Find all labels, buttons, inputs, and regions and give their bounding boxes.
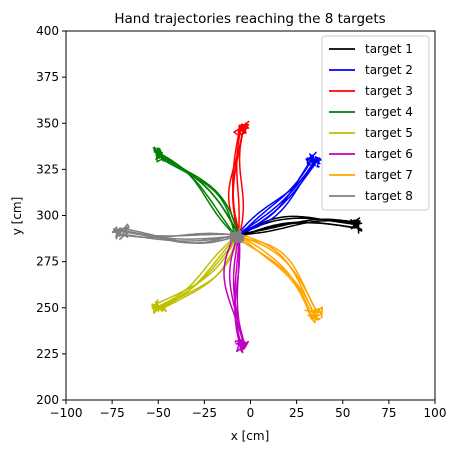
trajectory-line [235, 155, 321, 237]
trajectory-line [154, 149, 238, 238]
trajectory-line [111, 226, 237, 244]
trajectory-line [238, 215, 363, 238]
x-tick-label: 0 [247, 406, 255, 420]
center-scribble [230, 230, 245, 243]
legend-entry: target 5 [365, 126, 413, 140]
trajectory-line [118, 226, 240, 240]
legend-entry: target 4 [365, 105, 413, 119]
x-axis: −100 −75 −50 −25 0 25 50 75 100 [50, 400, 447, 420]
x-tick-label: −100 [50, 406, 83, 420]
legend-entry: target 2 [365, 63, 413, 77]
legend: target 1 target 2 target 3 target 4 target 5… [321, 35, 430, 211]
y-axis: 200 225 250 275 300 325 350 375 400 [36, 24, 66, 407]
trajectory-line [237, 221, 363, 239]
x-tick-label: −50 [146, 406, 171, 420]
y-tick-label: 325 [36, 162, 59, 176]
y-tick-label: 250 [36, 301, 59, 315]
trajectory-line [236, 157, 317, 239]
center-cluster [229, 227, 245, 244]
chart-title: Hand trajectories reaching the 8 targets [114, 11, 385, 27]
x-tick-label: −25 [192, 406, 217, 420]
trajectory-line [234, 159, 322, 238]
y-tick-label: 400 [36, 24, 59, 38]
trajectory-line [118, 223, 240, 244]
trajectory-line [234, 237, 244, 346]
x-tick-label: 100 [424, 406, 447, 420]
x-tick-label: 25 [289, 406, 304, 420]
y-tick-label: 200 [36, 393, 59, 407]
series-5-trajectories [151, 232, 241, 315]
y-tick-label: 225 [36, 347, 59, 361]
series-3-trajectories [227, 120, 250, 238]
series-6-trajectories [223, 233, 250, 354]
trajectory-line [153, 236, 236, 312]
legend-entry: target 6 [365, 147, 413, 161]
y-tick-label: 300 [36, 209, 59, 223]
series-4-trajectories [152, 146, 240, 239]
trajectory-line [239, 217, 361, 235]
x-tick-label: −75 [99, 406, 124, 420]
series-7-trajectories [235, 232, 324, 324]
legend-entry: target 8 [365, 189, 413, 203]
y-tick-label: 275 [36, 255, 59, 269]
y-tick-label: 350 [36, 116, 59, 130]
legend-entry: target 3 [365, 84, 413, 98]
legend-box [321, 35, 430, 211]
y-tick-label: 375 [36, 70, 59, 84]
trajectory-line [236, 233, 316, 319]
y-axis-label: y [cm] [10, 197, 24, 236]
x-tick-label: 50 [335, 406, 350, 420]
trajectory-line [235, 232, 317, 324]
series-2-trajectories [234, 151, 322, 239]
trajectory-line [160, 237, 239, 312]
trajectory-line [156, 155, 236, 238]
x-tick-label: 75 [381, 406, 396, 420]
legend-entry: target 1 [365, 42, 413, 56]
trajectories [111, 120, 363, 354]
trajectory-line [237, 236, 323, 314]
x-axis-label: x [cm] [231, 429, 270, 443]
series-8-trajectories [111, 223, 240, 244]
legend-entry: target 7 [365, 168, 413, 182]
